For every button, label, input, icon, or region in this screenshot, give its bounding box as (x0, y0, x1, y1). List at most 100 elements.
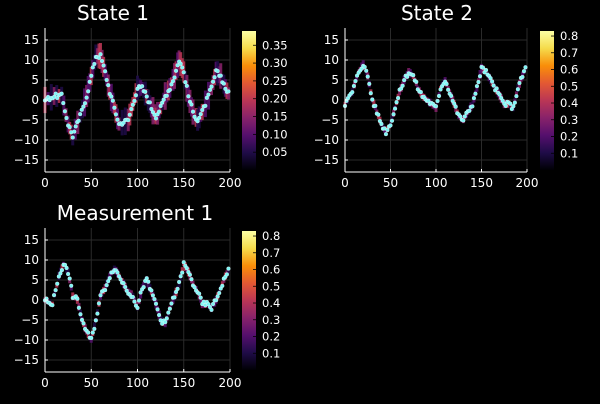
data-point (118, 277, 123, 282)
data-point (144, 276, 149, 281)
data-point (153, 301, 159, 306)
data-point (167, 87, 172, 92)
data-point (140, 84, 145, 89)
data-point (89, 73, 94, 78)
colorbar-tick-label: 0.1 (262, 346, 280, 360)
density-cell (220, 73, 224, 87)
data-point (388, 123, 393, 128)
data-point (181, 260, 186, 265)
subplot-3: Measurement 1 0 50 100 150 200 −15 −10 −5 0 5 10 15 0… (14, 201, 281, 390)
data-point (190, 109, 196, 114)
data-point (115, 117, 120, 122)
data-point (198, 112, 203, 117)
data-point (209, 84, 214, 89)
data-point (512, 100, 517, 105)
data-point (364, 68, 369, 73)
data-point (362, 64, 367, 70)
data-point (183, 80, 188, 85)
density-cell (69, 286, 73, 291)
data-point (84, 95, 89, 100)
x-tick-label: 150 (470, 176, 493, 190)
data-point (164, 316, 169, 321)
data-point (64, 265, 69, 270)
data-point (82, 101, 88, 106)
density-cell (132, 92, 136, 105)
y-tick-label: 0 (331, 93, 339, 107)
data-point (209, 307, 214, 312)
data-point (104, 77, 109, 83)
y-tick-label: 0 (31, 293, 39, 307)
data-point (169, 301, 174, 306)
x-tick-label: 200 (219, 176, 242, 190)
x-tick-label: 0 (41, 376, 49, 390)
colorbar-tick-label: 0.2 (262, 330, 280, 344)
data-point (391, 112, 396, 117)
density-cell (355, 75, 359, 81)
density-cell (146, 280, 150, 288)
data-point (166, 310, 171, 315)
data-point (107, 276, 112, 281)
data-point (133, 93, 139, 98)
x-tick-label: 150 (172, 176, 195, 190)
data-point (90, 65, 95, 70)
data-point (73, 124, 78, 129)
data-point (392, 106, 398, 111)
data-point (203, 103, 208, 108)
density-cell (86, 331, 90, 338)
data-point (152, 297, 157, 302)
data-point (189, 102, 194, 107)
data-point (98, 293, 103, 298)
data-point (470, 104, 475, 109)
density-cell (64, 108, 68, 122)
data-point (180, 65, 185, 70)
data-point (93, 318, 98, 323)
data-point (521, 69, 527, 74)
data-point (135, 305, 140, 310)
x-tick-label: 100 (126, 176, 149, 190)
y-tick-label: −15 (14, 353, 39, 367)
data-point (90, 330, 95, 335)
data-point (220, 283, 225, 288)
data-point (433, 104, 439, 109)
data-point (115, 270, 120, 275)
density-cell (165, 84, 169, 103)
data-point (103, 69, 108, 74)
data-point (172, 295, 177, 300)
density-cell (112, 265, 116, 271)
data-point (350, 90, 355, 95)
data-point (385, 127, 390, 133)
data-point (184, 266, 189, 271)
density-cell (390, 115, 394, 122)
colorbar (242, 231, 256, 370)
data-point (150, 293, 155, 298)
x-tick-label: 150 (172, 376, 195, 390)
data-point (467, 108, 472, 113)
data-point (368, 91, 373, 96)
data-point (187, 272, 192, 277)
data-point (157, 312, 162, 318)
y-tick-label: 15 (24, 233, 39, 247)
density-cell (92, 322, 96, 331)
data-point (365, 74, 370, 79)
data-point (121, 281, 126, 286)
density-cell (159, 101, 163, 115)
data-point (210, 79, 216, 84)
data-point (226, 89, 231, 94)
data-point (494, 86, 499, 91)
data-point (69, 283, 74, 288)
data-point (449, 93, 454, 98)
data-point (81, 104, 86, 109)
colorbar-tick-label: 0.4 (262, 296, 280, 310)
y-tick-label: 10 (24, 253, 39, 267)
y-tick-label: −10 (14, 333, 39, 347)
data-point (373, 103, 378, 108)
data-point (476, 79, 481, 85)
data-point (126, 118, 131, 123)
data-point (212, 75, 217, 80)
data-point (50, 303, 55, 308)
data-point (461, 118, 466, 123)
x-tick-label: 100 (425, 176, 448, 190)
data-point (514, 94, 519, 99)
data-point (438, 87, 443, 92)
